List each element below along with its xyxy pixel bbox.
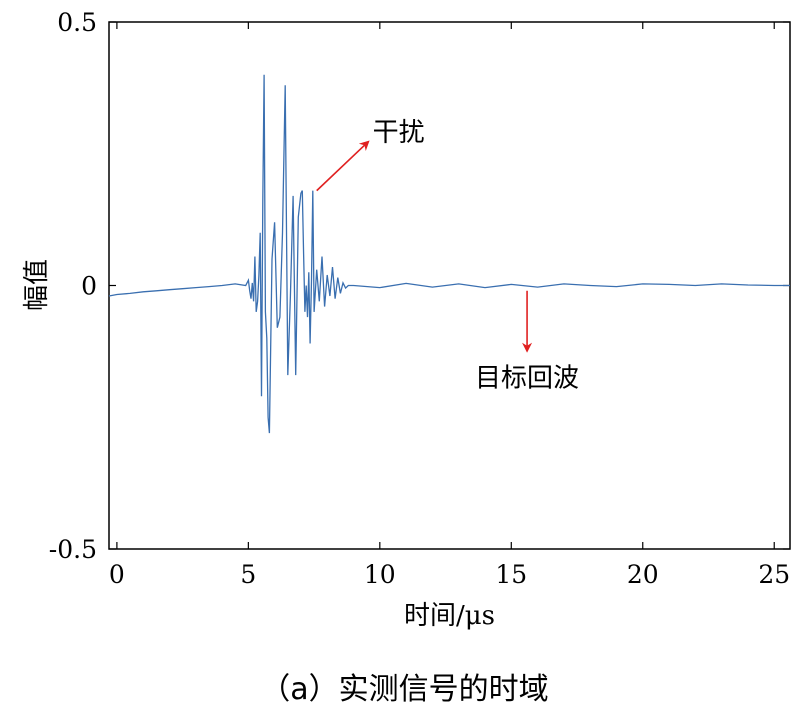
y-tick-label: -0.5 xyxy=(49,535,97,564)
figure-caption: （a）实测信号的时域 xyxy=(260,672,549,707)
x-tick-label: 20 xyxy=(627,560,659,589)
axis-tick-labels: 0 5 10 15 20 25 -0.5 0 0.5 xyxy=(49,8,790,589)
x-axis-label: 时间/μs xyxy=(404,601,495,631)
x-tick-label: 25 xyxy=(758,560,790,589)
y-tick-label: 0.5 xyxy=(57,8,97,37)
y-axis-label: 幅值 xyxy=(22,259,52,311)
annotation-label: 干扰 xyxy=(373,118,425,148)
y-tick-label: 0 xyxy=(81,272,97,301)
x-tick-label: 0 xyxy=(109,560,125,589)
signal-line xyxy=(108,74,790,434)
annotation-label: 目标回波 xyxy=(475,364,579,394)
x-tick-label: 15 xyxy=(495,560,527,589)
x-tick-label: 5 xyxy=(240,560,256,589)
x-tick-label: 10 xyxy=(364,560,396,589)
annotation-arrow xyxy=(316,140,370,192)
